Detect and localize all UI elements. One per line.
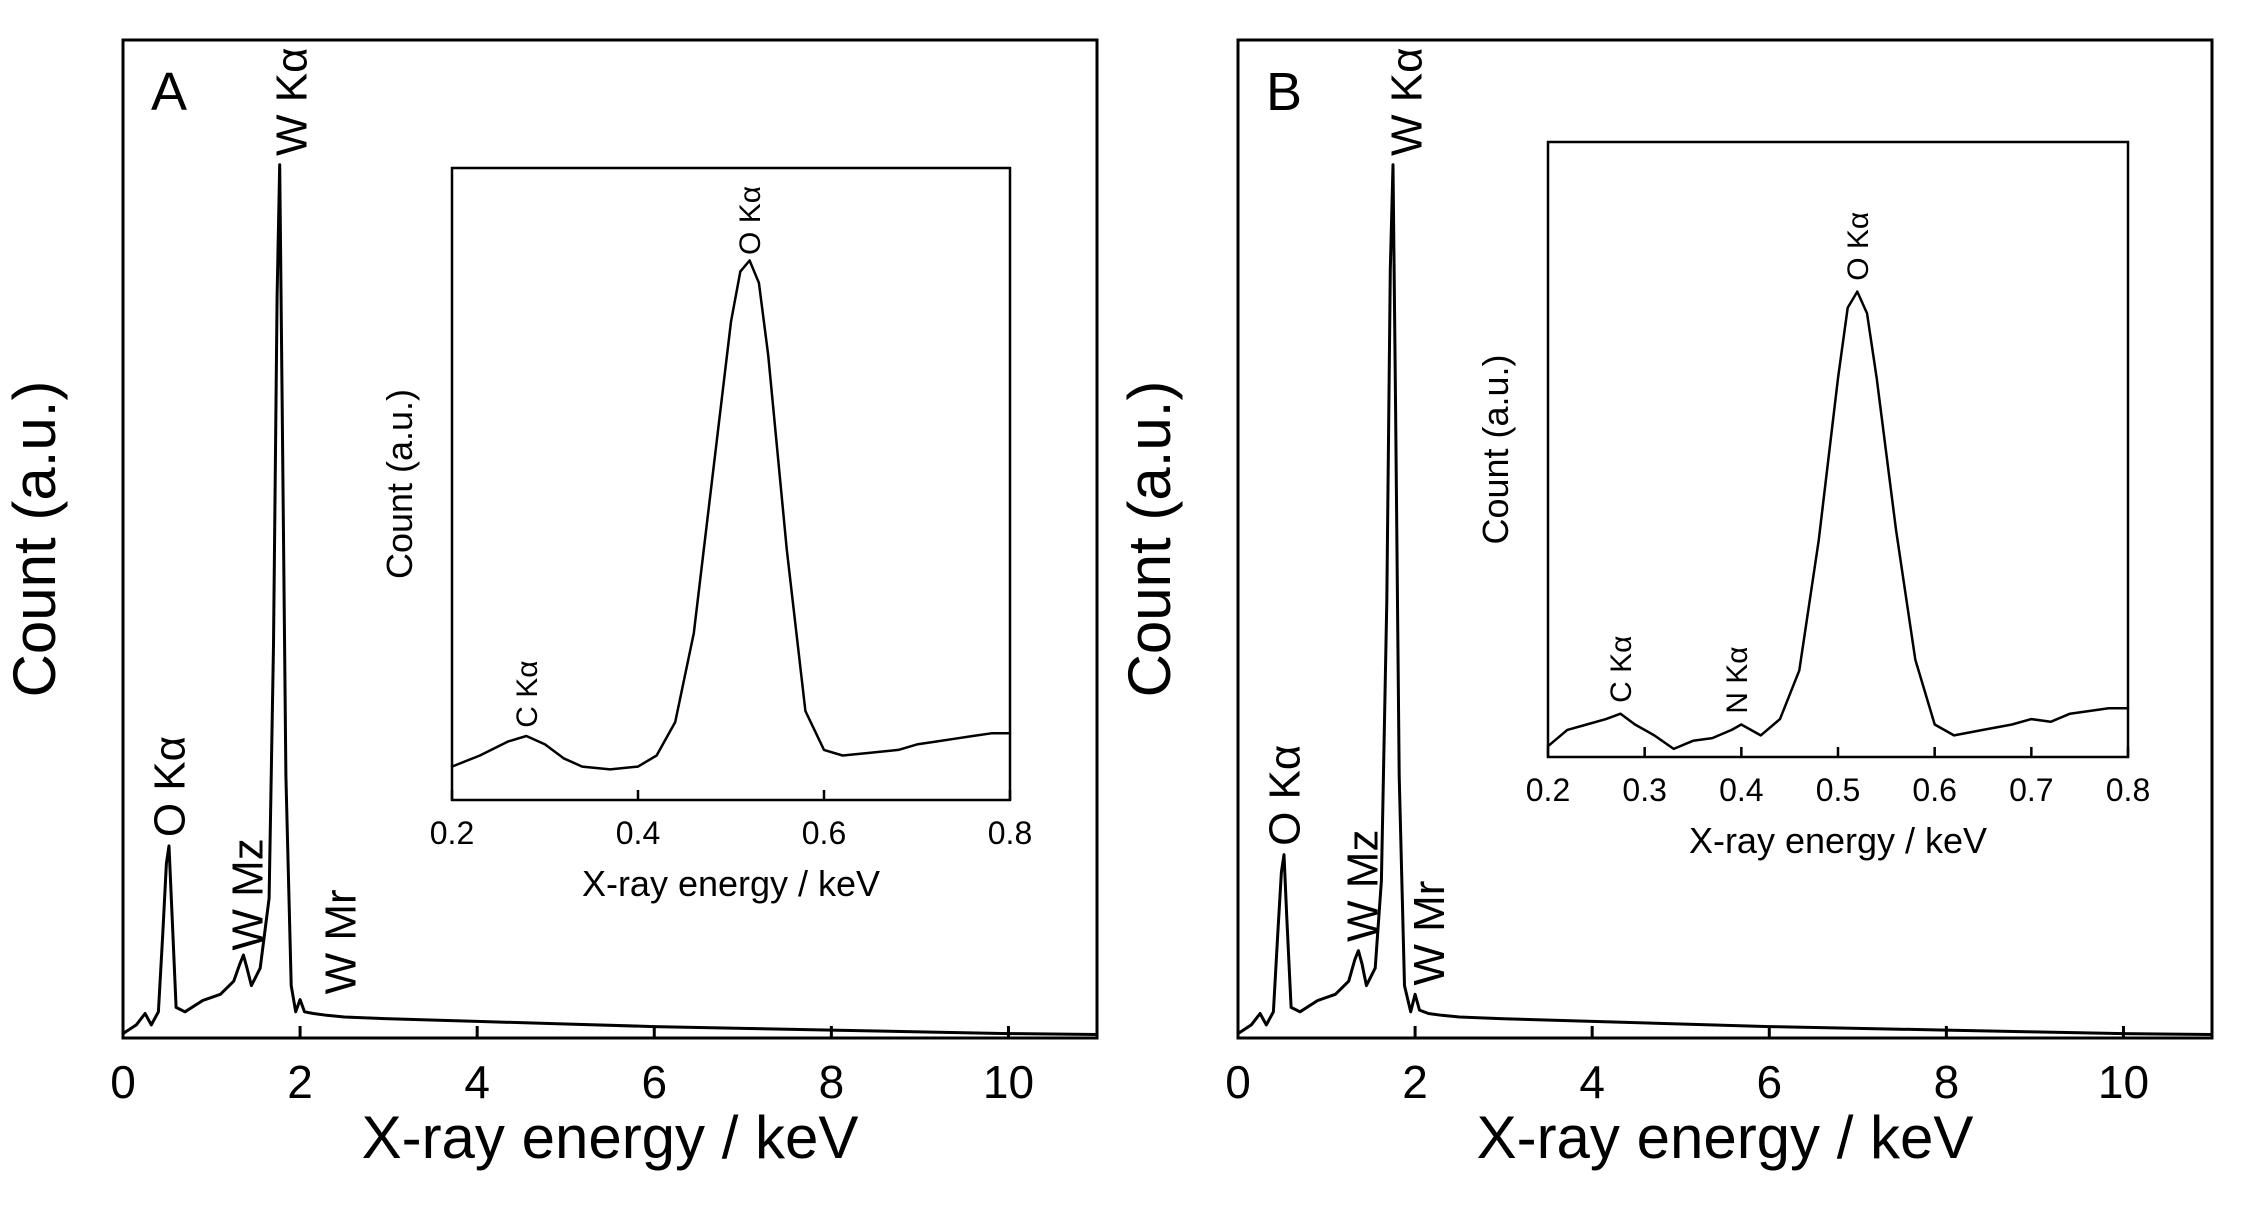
panel-a-inset-y-axis-label: Count (a.u.): [379, 389, 420, 579]
panel-a-frame: [121, 38, 1099, 1040]
panel-a-inset-x-axis-label: X-ray energy / keV: [582, 863, 880, 904]
panel-b-inset-xtick-label: 0.3: [1622, 772, 1666, 808]
panel-a-inset: 0.2 0.4 0.6 0.8 X-ray energy / keV Count (a.u…: [379, 166, 1032, 904]
panel-b-x-axis-label: X-ray energy / keV: [1477, 1104, 1974, 1171]
panel-a-xtick-label: 0: [110, 1056, 136, 1108]
panel-a-inset-peak-label: O Kα: [734, 186, 767, 255]
panel-b-panel-letter: B: [1266, 62, 1302, 122]
panel-a-series-line: [121, 163, 1099, 1036]
panel-a-peak-label: O Kα: [145, 736, 194, 837]
panel-b-inset-xtick-label: 0.4: [1719, 772, 1763, 808]
panel-a-xtick-label: 2: [287, 1056, 313, 1108]
panel-b-inset-peak-label: C Kα: [1605, 636, 1638, 703]
panel-a-y-axis-label: Count (a.u.): [1, 381, 68, 698]
panel-a-inset-frame: [450, 166, 1012, 802]
panel-b-inset-peak-label: N Kα: [1721, 646, 1754, 713]
panel-a-xtick-label: 10: [983, 1056, 1034, 1108]
panel-b-inset-xtick-label: 0.5: [1816, 772, 1860, 808]
panel-b: 0 2 4 6 8 10 X-ray energy / keV Count (a.u.) B W …: [1116, 38, 2214, 1171]
panel-b-series-line: [1236, 163, 2214, 1036]
panel-b-inset-peak-label: O Kα: [1842, 212, 1875, 281]
panel-b-xtick-label: 0: [1225, 1056, 1251, 1108]
panel-b-inset: 0.2 0.3 0.4 0.5 0.6 0.7 0.8 X-ray energy / keV C…: [1475, 140, 2150, 861]
panel-b-xtick-label: 8: [1934, 1056, 1960, 1108]
panel-a-peak-label: W Mr: [316, 889, 365, 994]
panel-a-inset-xtick-label: 0.4: [616, 815, 660, 851]
panel-a-x-axis-label: X-ray energy / keV: [362, 1104, 859, 1171]
panel-a-peak-label: W Kα: [268, 47, 317, 156]
panel-a-xtick-label: 8: [819, 1056, 845, 1108]
panel-b-inset-x-axis-label: X-ray energy / keV: [1689, 820, 1987, 861]
panel-a-inset-peak-label: C Kα: [511, 660, 544, 727]
panel-b-inset-xtick-label: 0.6: [1912, 772, 1956, 808]
panel-b-inset-xtick-label: 0.2: [1526, 772, 1570, 808]
panel-a-inset-xtick-label: 0.2: [430, 815, 474, 851]
panel-b-inset-y-axis-label: Count (a.u.): [1475, 354, 1516, 544]
panel-b-inset-series-line: [1546, 290, 2130, 751]
panel-b-peak-label: W Mr: [1405, 881, 1454, 986]
panel-b-peak-label: W Mz: [1338, 830, 1387, 942]
panel-b-xtick-label: 2: [1402, 1056, 1428, 1108]
panel-b-peak-label: O Kα: [1260, 745, 1309, 846]
panel-b-xtick-label: 4: [1579, 1056, 1605, 1108]
panel-b-y-axis-label: Count (a.u.): [1116, 381, 1183, 698]
panel-b-inset-xtick-label: 0.8: [2106, 772, 2150, 808]
panel-a-inset-xtick-label: 0.6: [802, 815, 846, 851]
panel-b-xtick-label: 6: [1756, 1056, 1782, 1108]
panel-a-peak-label: W Mz: [223, 838, 272, 950]
panel-a-inset-xtick-label: 0.8: [988, 815, 1032, 851]
panel-b-inset-xtick-label: 0.7: [2009, 772, 2053, 808]
panel-b-xtick-label: 10: [2098, 1056, 2149, 1108]
panel-a-panel-letter: A: [151, 62, 187, 122]
panel-a-inset-series-line: [450, 259, 1012, 771]
panel-a-xtick-label: 6: [641, 1056, 667, 1108]
panel-a-xtick-label: 4: [464, 1056, 490, 1108]
panel-a: 0 2 4 6 8 10 X-ray energy / keV Count (a.u.) A W …: [1, 38, 1099, 1171]
panel-b-peak-label: W Kα: [1383, 47, 1432, 156]
panel-b-frame: [1236, 38, 2214, 1040]
